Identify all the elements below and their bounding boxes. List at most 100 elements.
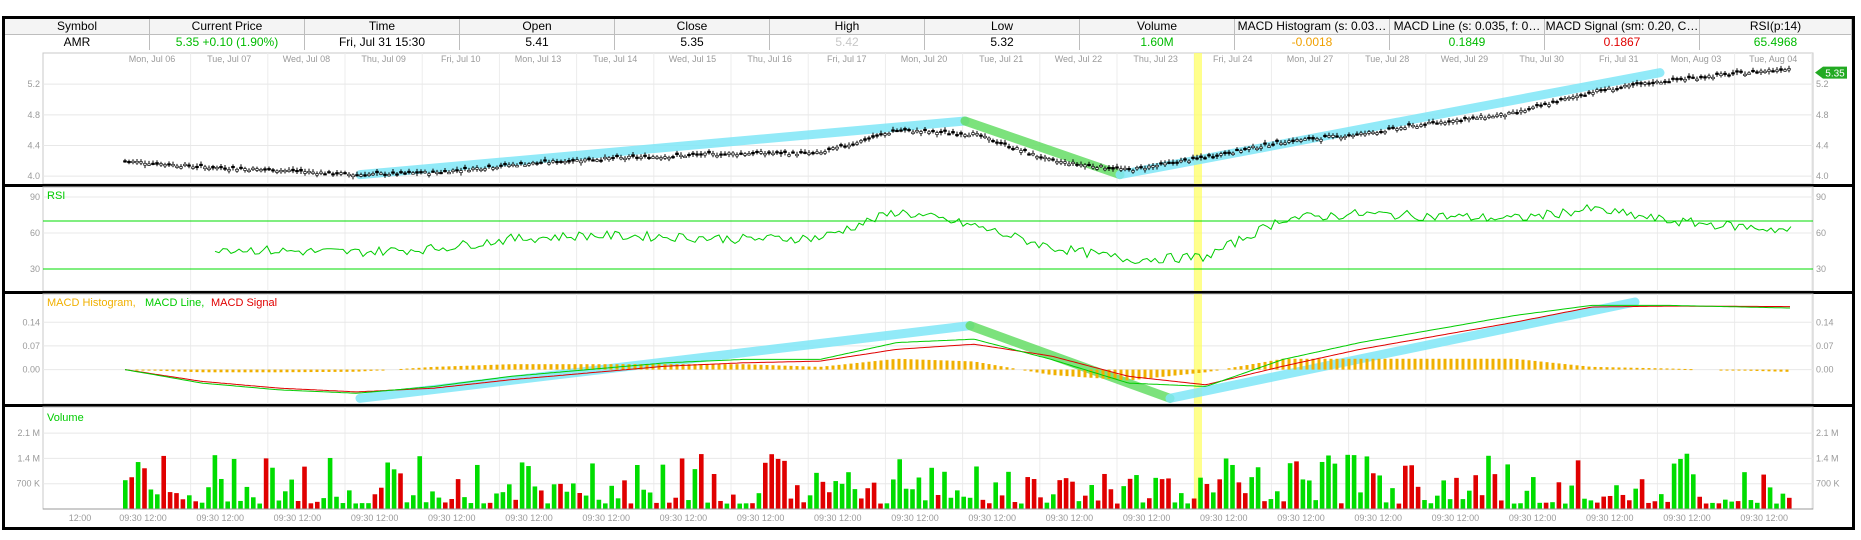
header-column[interactable]: High 5.42 [770, 19, 925, 50]
pane-separator[interactable] [5, 184, 1852, 187]
candle [1087, 163, 1091, 167]
histogram-bar [1653, 368, 1657, 370]
histogram-bar [1191, 369, 1195, 374]
candle [1403, 127, 1407, 130]
price-pane[interactable]: 4.0 4.0 4.4 4.4 4.8 4.8 5.2 5.2 Mon, Jul 06 Tue, … [5, 52, 1852, 185]
candle [235, 169, 239, 172]
volume-bar [199, 502, 205, 509]
column-value: -0.0018 [1291, 35, 1333, 49]
candle [355, 174, 359, 177]
volume-bar [718, 500, 723, 509]
candle [731, 152, 735, 156]
header-column[interactable]: Close 5.35 [615, 19, 770, 50]
volume-bar [1102, 473, 1107, 509]
histogram-bar [825, 366, 829, 370]
candle [1759, 70, 1763, 73]
candle [419, 171, 423, 174]
header-column[interactable]: Time Fri, Jul 31 15:30 [305, 19, 460, 50]
candle [1479, 115, 1483, 118]
candle [151, 162, 155, 165]
header-column[interactable]: MACD Line (s: 0.035, f: 0… 0.1849 [1390, 19, 1545, 50]
histogram-bar [741, 364, 745, 370]
header-column[interactable]: Open 5.41 [460, 19, 615, 50]
candle [391, 171, 395, 174]
column-title: Close [615, 19, 769, 35]
histogram-bar [1227, 368, 1231, 370]
histogram-bar [1053, 369, 1057, 376]
candle [1683, 79, 1687, 82]
candle [431, 170, 435, 173]
header-column[interactable]: MACD Signal (sm: 0.20, C… 0.1867 [1545, 19, 1700, 50]
histogram-bar [1071, 369, 1075, 377]
volume-bar [756, 493, 762, 509]
histogram-bar [879, 360, 883, 370]
volume-bar [846, 472, 851, 509]
volume-bar [1601, 496, 1606, 509]
x-date-label: Mon, Jul 06 [129, 54, 176, 64]
candle [1095, 167, 1099, 170]
candle [1575, 95, 1579, 98]
volume-bar [903, 488, 909, 509]
y-tick-label: 2.1 M [17, 428, 40, 438]
candle [1355, 133, 1359, 136]
volume-pane[interactable]: 700 K 700 K 1.4 M 1.4 M 2.1 M 2.1 M Volume 12:0… [5, 406, 1852, 525]
y-tick-label: 1.4 M [1816, 453, 1839, 463]
histogram-bar [1593, 366, 1597, 370]
histogram-bar [1371, 358, 1375, 370]
candle [467, 170, 471, 173]
rsi-pane[interactable]: 30 30 60 60 90 90 RSI [5, 186, 1852, 292]
candle [1235, 148, 1239, 152]
header-column[interactable]: Volume 1.60M [1080, 19, 1235, 50]
candle [1011, 147, 1015, 151]
candle [1127, 168, 1131, 171]
pane-separator[interactable] [5, 291, 1852, 294]
macd-pane[interactable]: 0.00 0.00 0.07 0.07 0.14 0.14 MACD Histogram, M… [5, 293, 1852, 405]
volume-bar [1364, 456, 1370, 509]
histogram-bar [945, 360, 949, 370]
volume-bar [289, 479, 294, 509]
candle [1695, 78, 1699, 81]
volume-bar [481, 503, 486, 509]
last-price-tag [1815, 66, 1847, 79]
header-column[interactable]: MACD Histogram (s: 0.03… -0.0018 [1235, 19, 1390, 50]
header-column[interactable]: Symbol AMR [5, 19, 150, 50]
header-column[interactable]: Low 5.32 [925, 19, 1080, 50]
pane-separator[interactable] [5, 404, 1852, 407]
header-column[interactable]: Current Price 5.35 +0.10 (1.90%) [150, 19, 305, 50]
candle [1251, 145, 1255, 148]
volume-bar [859, 498, 864, 509]
candle [1323, 134, 1327, 138]
volume-bar [1486, 455, 1491, 509]
candle [175, 165, 179, 168]
candle [1371, 131, 1375, 134]
candle [359, 174, 363, 177]
candle [735, 154, 739, 157]
candle [1135, 167, 1139, 170]
volume-bar [1127, 478, 1133, 509]
volume-bar [807, 495, 813, 509]
candle [831, 147, 835, 150]
x-date-label: Tue, Jul 21 [979, 54, 1023, 64]
macd-line-label: MACD Line, [145, 297, 204, 309]
candle [247, 169, 251, 172]
histogram-bar [747, 364, 751, 370]
y-tick-label: 0.14 [1816, 317, 1834, 327]
volume-bar [667, 502, 672, 509]
candle [1067, 163, 1071, 166]
histogram-bar [1347, 358, 1351, 370]
candle [571, 159, 575, 162]
volume-bar [327, 457, 333, 509]
candle [1635, 82, 1639, 85]
header-column[interactable]: RSI(p:14) 65.4968 [1700, 19, 1852, 50]
x-date-label: Fri, Jul 24 [1213, 54, 1253, 64]
histogram-bar [237, 369, 241, 373]
histogram-bar [849, 363, 853, 370]
volume-bar [1543, 502, 1549, 509]
volume-bar [507, 484, 512, 509]
volume-bar [1051, 494, 1056, 509]
histogram-bar [303, 369, 307, 373]
histogram-bar [351, 369, 355, 372]
candle [643, 154, 647, 157]
candle [1299, 139, 1303, 142]
candle [1111, 167, 1115, 170]
